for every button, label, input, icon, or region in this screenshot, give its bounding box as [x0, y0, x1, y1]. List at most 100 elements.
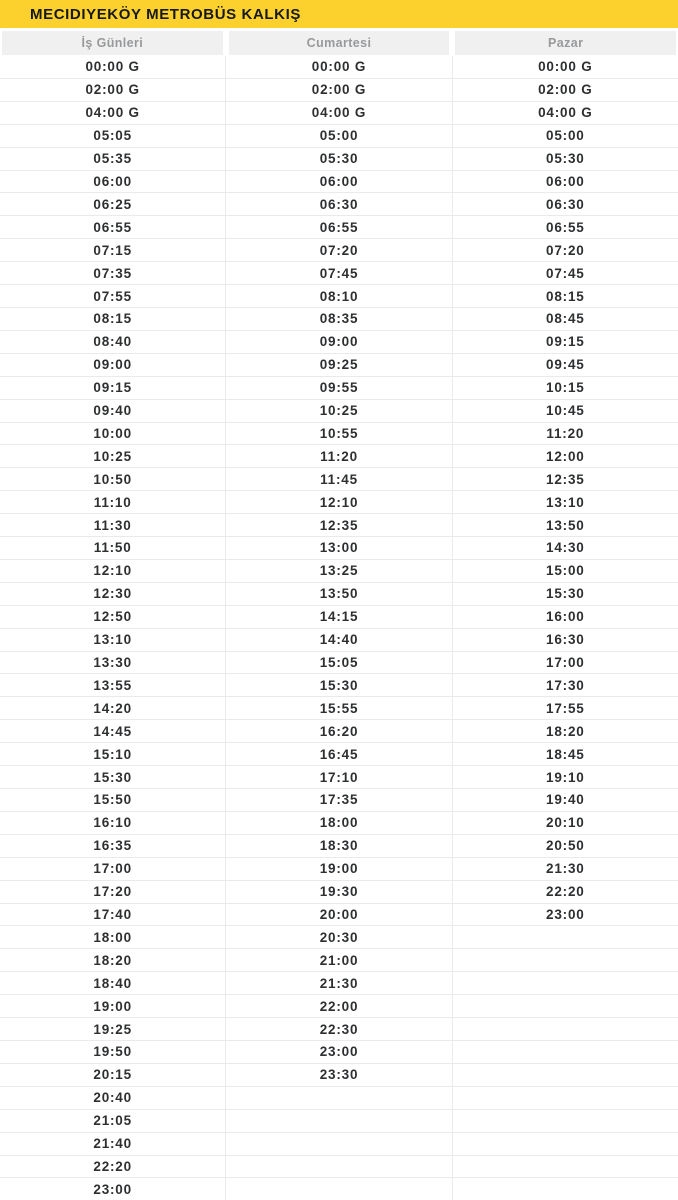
timetable-body: 00:00 G 00:00 G 00:00 G 02:00 G 02:00 G 02:00… — [0, 56, 678, 1200]
time-cell: 06:55 — [93, 219, 132, 235]
table-row: 20:40 — [0, 1086, 678, 1110]
time-cell: 10:50 — [93, 471, 132, 487]
time-cell: 09:15 — [451, 330, 678, 353]
table-row: 00:00 G 00:00 G 00:00 G — [0, 56, 678, 79]
time-cell: 19:50 — [93, 1044, 132, 1060]
time-cell: 13:55 — [93, 677, 132, 693]
table-row: 15:30 17:10 19:10 — [0, 766, 678, 789]
table-row: 08:40 09:00 09:15 — [0, 330, 678, 354]
time-cell: 15:50 — [93, 792, 132, 808]
time-cell: 10:15 — [451, 376, 678, 399]
time-cell: 12:10 — [225, 491, 451, 514]
column-header-weekdays: İş Günleri — [2, 31, 223, 55]
time-cell: 20:40 — [93, 1090, 132, 1106]
time-cell: 13:50 — [451, 514, 678, 537]
time-cell: 12:35 — [225, 514, 451, 537]
time-cell: 08:15 — [93, 311, 132, 327]
table-header-row: İş Günleri Cumartesi Pazar — [0, 31, 678, 55]
time-cell: 20:15 — [93, 1067, 132, 1083]
time-cell — [451, 1178, 678, 1200]
table-row: 10:00 10:55 11:20 — [0, 422, 678, 446]
time-cell: 15:30 — [93, 769, 132, 785]
time-cell: 09:25 — [225, 353, 451, 376]
time-cell: 06:00 — [451, 170, 678, 193]
table-row: 11:30 12:35 13:50 — [0, 514, 678, 538]
time-cell: 02:00 G — [225, 78, 451, 101]
time-cell — [225, 1086, 451, 1109]
time-cell: 21:00 — [225, 949, 451, 972]
table-row: 16:35 18:30 20:50 — [0, 834, 678, 858]
table-row: 06:00 06:00 06:00 — [0, 170, 678, 194]
time-cell: 11:20 — [225, 445, 451, 468]
table-row: 09:15 09:55 10:15 — [0, 376, 678, 400]
time-cell: 14:30 — [451, 537, 678, 559]
time-cell: 18:00 — [93, 929, 132, 945]
time-cell: 15:10 — [93, 746, 132, 762]
time-cell — [225, 1109, 451, 1132]
time-cell: 06:30 — [451, 193, 678, 216]
time-cell: 17:10 — [225, 766, 451, 788]
time-cell: 06:00 — [93, 173, 132, 189]
table-row: 12:10 13:25 15:00 — [0, 559, 678, 583]
time-cell: 23:30 — [225, 1063, 451, 1086]
time-cell: 12:10 — [93, 563, 132, 579]
time-cell: 13:00 — [225, 537, 451, 559]
time-cell: 15:30 — [451, 582, 678, 605]
time-cell: 05:30 — [451, 147, 678, 170]
time-cell: 05:00 — [451, 124, 678, 147]
page-title: MECIDIYEKÖY METROBÜS KALKIŞ — [30, 5, 301, 23]
table-row: 04:00 G 04:00 G 04:00 G — [0, 101, 678, 125]
time-cell: 02:00 G — [451, 78, 678, 101]
table-row: 19:50 23:00 — [0, 1040, 678, 1064]
table-row: 13:30 15:05 17:00 — [0, 651, 678, 675]
time-cell: 16:10 — [93, 815, 132, 831]
time-cell: 00:00 G — [451, 56, 678, 78]
table-row: 10:25 11:20 12:00 — [0, 445, 678, 469]
time-cell: 19:00 — [225, 857, 451, 880]
time-cell: 00:00 G — [225, 56, 451, 78]
time-cell: 23:00 — [451, 903, 678, 926]
time-cell: 17:55 — [451, 697, 678, 720]
time-cell: 12:30 — [93, 586, 132, 602]
time-cell: 13:10 — [93, 632, 132, 648]
time-cell: 04:00 G — [225, 101, 451, 124]
time-cell — [451, 926, 678, 949]
table-row: 17:00 19:00 21:30 — [0, 857, 678, 881]
time-cell: 06:55 — [451, 216, 678, 239]
time-cell: 10:45 — [451, 399, 678, 422]
time-cell: 15:05 — [225, 651, 451, 674]
table-row: 08:15 08:35 08:45 — [0, 307, 678, 331]
time-cell: 19:30 — [225, 880, 451, 903]
time-cell: 13:10 — [451, 491, 678, 514]
table-row: 05:35 05:30 05:30 — [0, 147, 678, 171]
time-cell: 20:50 — [451, 834, 678, 857]
table-row: 17:20 19:30 22:20 — [0, 880, 678, 904]
time-cell: 06:55 — [225, 216, 451, 239]
time-cell: 14:20 — [93, 700, 132, 716]
time-cell: 11:20 — [451, 422, 678, 445]
table-row: 18:20 21:00 — [0, 949, 678, 973]
time-cell — [451, 1086, 678, 1109]
time-cell: 21:05 — [93, 1113, 132, 1129]
time-cell: 17:40 — [93, 906, 132, 922]
time-cell — [451, 1132, 678, 1155]
table-row: 15:10 16:45 18:45 — [0, 743, 678, 767]
time-cell — [225, 1132, 451, 1155]
time-cell — [451, 1155, 678, 1178]
time-cell: 08:10 — [225, 285, 451, 307]
time-cell: 11:45 — [225, 468, 451, 491]
table-row: 05:05 05:00 05:00 — [0, 124, 678, 148]
table-row: 07:15 07:20 07:20 — [0, 239, 678, 263]
time-cell: 12:00 — [451, 445, 678, 468]
time-cell: 23:00 — [225, 1040, 451, 1063]
table-row: 07:55 08:10 08:15 — [0, 285, 678, 308]
time-cell: 17:30 — [451, 674, 678, 697]
table-row: 09:00 09:25 09:45 — [0, 353, 678, 377]
time-cell: 07:20 — [225, 239, 451, 262]
time-cell: 22:20 — [93, 1158, 132, 1174]
time-cell: 05:00 — [225, 124, 451, 147]
table-row: 19:25 22:30 — [0, 1018, 678, 1041]
time-cell: 08:35 — [225, 307, 451, 330]
time-cell: 14:45 — [93, 723, 132, 739]
